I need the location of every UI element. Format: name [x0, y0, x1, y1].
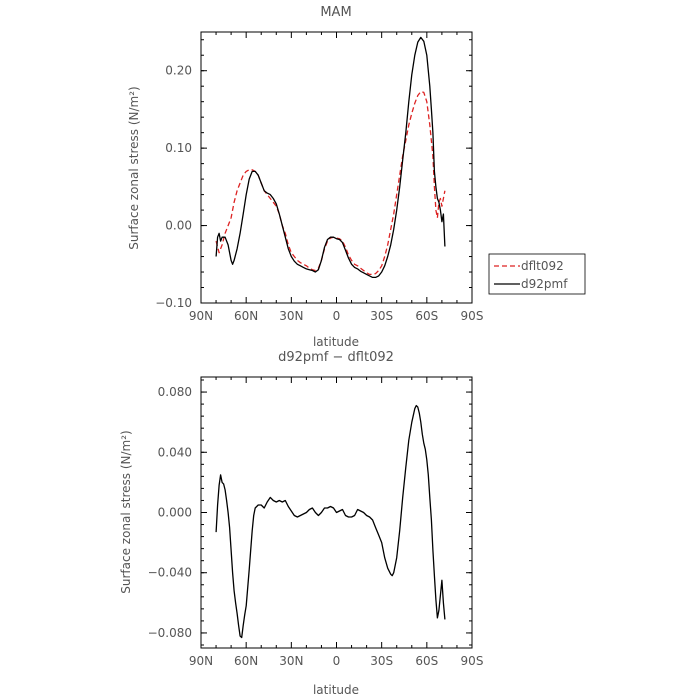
- top-plot-frame: [200, 31, 473, 304]
- top-series-lines: [215, 36, 446, 279]
- series-line-dflt092: [215, 90, 446, 276]
- bottom-y-axis-label: Surface zonal stress (N/m²): [119, 430, 133, 594]
- top-y-axis-label: Surface zonal stress (N/m²): [127, 86, 141, 250]
- y-tick-label: 0.080: [158, 385, 192, 399]
- y-tick-label: 0.040: [158, 445, 192, 459]
- y-tick-label: −0.10: [155, 296, 192, 310]
- top-panel: MAM 90N 60N 30N 0 30S 60S 90S −0.10 0.00 0.10 0.2…: [127, 5, 586, 349]
- series-line-d92pmf: [215, 36, 446, 279]
- bottom-y-tick-labels: −0.080 −0.040 0.000 0.040 0.080: [148, 385, 192, 640]
- series-line-series-0: [215, 404, 446, 639]
- legend: dflt092 d92pmf: [488, 253, 586, 295]
- y-tick-label: −0.040: [148, 566, 192, 580]
- bottom-panel: d92pmf − dflt092 90N 60N 30N 0 30S 60S 90S −0.…: [119, 350, 483, 697]
- x-tick-label: 90S: [461, 309, 484, 323]
- bottom-series-lines: [215, 404, 446, 639]
- y-tick-label: −0.080: [148, 626, 192, 640]
- bottom-x-axis-label: latitude: [313, 683, 359, 697]
- top-x-tick-labels: 90N 60N 30N 0 30S 60S 90S: [189, 309, 484, 323]
- legend-label-dflt092: dflt092: [521, 259, 564, 273]
- x-tick-label: 30S: [370, 654, 393, 668]
- y-tick-label: 0.10: [165, 141, 192, 155]
- x-tick-label: 60N: [234, 309, 258, 323]
- bottom-plot-frame: [200, 376, 473, 649]
- legend-label-d92pmf: d92pmf: [521, 277, 568, 291]
- x-tick-label: 60S: [415, 309, 438, 323]
- x-tick-label: 0: [333, 654, 341, 668]
- y-tick-label: 0.20: [165, 64, 192, 78]
- x-tick-label: 60S: [415, 654, 438, 668]
- bottom-x-tick-labels: 90N 60N 30N 0 30S 60S 90S: [189, 654, 484, 668]
- top-axis-ticks: [200, 32, 473, 304]
- legend-box: [488, 253, 586, 295]
- top-x-axis-label: latitude: [313, 335, 359, 349]
- top-title: MAM: [320, 5, 351, 20]
- x-tick-label: 30N: [279, 309, 303, 323]
- bottom-title: d92pmf − dflt092: [278, 350, 394, 365]
- x-tick-label: 0: [333, 309, 341, 323]
- x-tick-label: 60N: [234, 654, 258, 668]
- x-tick-label: 30S: [370, 309, 393, 323]
- top-y-tick-labels: −0.10 0.00 0.10 0.20: [155, 64, 192, 310]
- y-tick-label: 0.00: [165, 219, 192, 233]
- x-tick-label: 90N: [189, 654, 213, 668]
- x-tick-label: 30N: [279, 654, 303, 668]
- x-tick-label: 90S: [461, 654, 484, 668]
- y-tick-label: 0.000: [158, 506, 192, 520]
- x-tick-label: 90N: [189, 309, 213, 323]
